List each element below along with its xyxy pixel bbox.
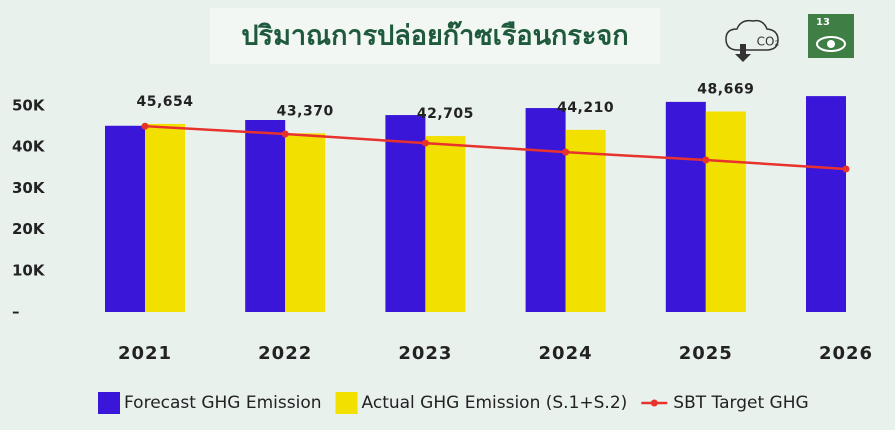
legend-label: SBT Target GHG [673, 393, 808, 413]
bar [705, 111, 746, 312]
value-label: 43,370 [277, 103, 334, 119]
legend-swatch [98, 392, 120, 414]
y-tick-label: – [12, 303, 20, 321]
chart-title: ปริมาณการปล่อยก๊าซเรือนกระจก [241, 21, 628, 52]
bar [285, 133, 326, 312]
arrow [735, 44, 751, 62]
eye [816, 36, 846, 52]
legend-label: Forecast GHG Emission [124, 393, 322, 413]
x-tick-label: 2025 [679, 343, 733, 364]
sdg-badge: 13 [808, 14, 854, 58]
bar [665, 101, 706, 312]
title-box [210, 8, 660, 64]
value-label: 42,705 [417, 106, 474, 122]
bar [385, 115, 426, 313]
point [421, 139, 429, 147]
x-tick-label: 2021 [118, 343, 172, 364]
cloud [725, 19, 779, 51]
point [281, 130, 289, 138]
bar [425, 136, 466, 312]
x-tick-label: 2023 [398, 343, 452, 364]
bar [245, 120, 286, 313]
y-tick-label: 10K [12, 261, 46, 279]
y-tick-label: 30K [12, 179, 46, 197]
y-tick-label: 20K [12, 220, 46, 238]
value-label: 45,654 [136, 94, 193, 110]
bar [525, 108, 566, 312]
value-label: 44,210 [557, 100, 614, 116]
point [141, 122, 149, 130]
y-tick-label: 40K [12, 138, 46, 156]
bar [806, 96, 846, 312]
y-tick-label: 50K [12, 97, 46, 115]
line [144, 124, 847, 171]
point [842, 165, 850, 173]
x-tick-label: 2022 [258, 343, 312, 364]
badge-number: 13 [816, 17, 830, 28]
x-tick-label: 2024 [539, 343, 593, 364]
pupil [827, 40, 835, 48]
bar [145, 123, 185, 312]
x-tick-label: 2026 [819, 343, 873, 364]
legend-label: Actual GHG Emission (S.1+S.2) [362, 393, 628, 413]
legend-swatch [335, 392, 358, 414]
point [562, 148, 570, 156]
point [702, 156, 710, 164]
bar [105, 125, 145, 312]
co2-label: CO₂ [757, 35, 780, 49]
legend-swatch [650, 399, 658, 407]
co2-icon: CO₂ [725, 19, 780, 62]
bar [565, 129, 606, 312]
value-label: 48,669 [697, 81, 754, 97]
